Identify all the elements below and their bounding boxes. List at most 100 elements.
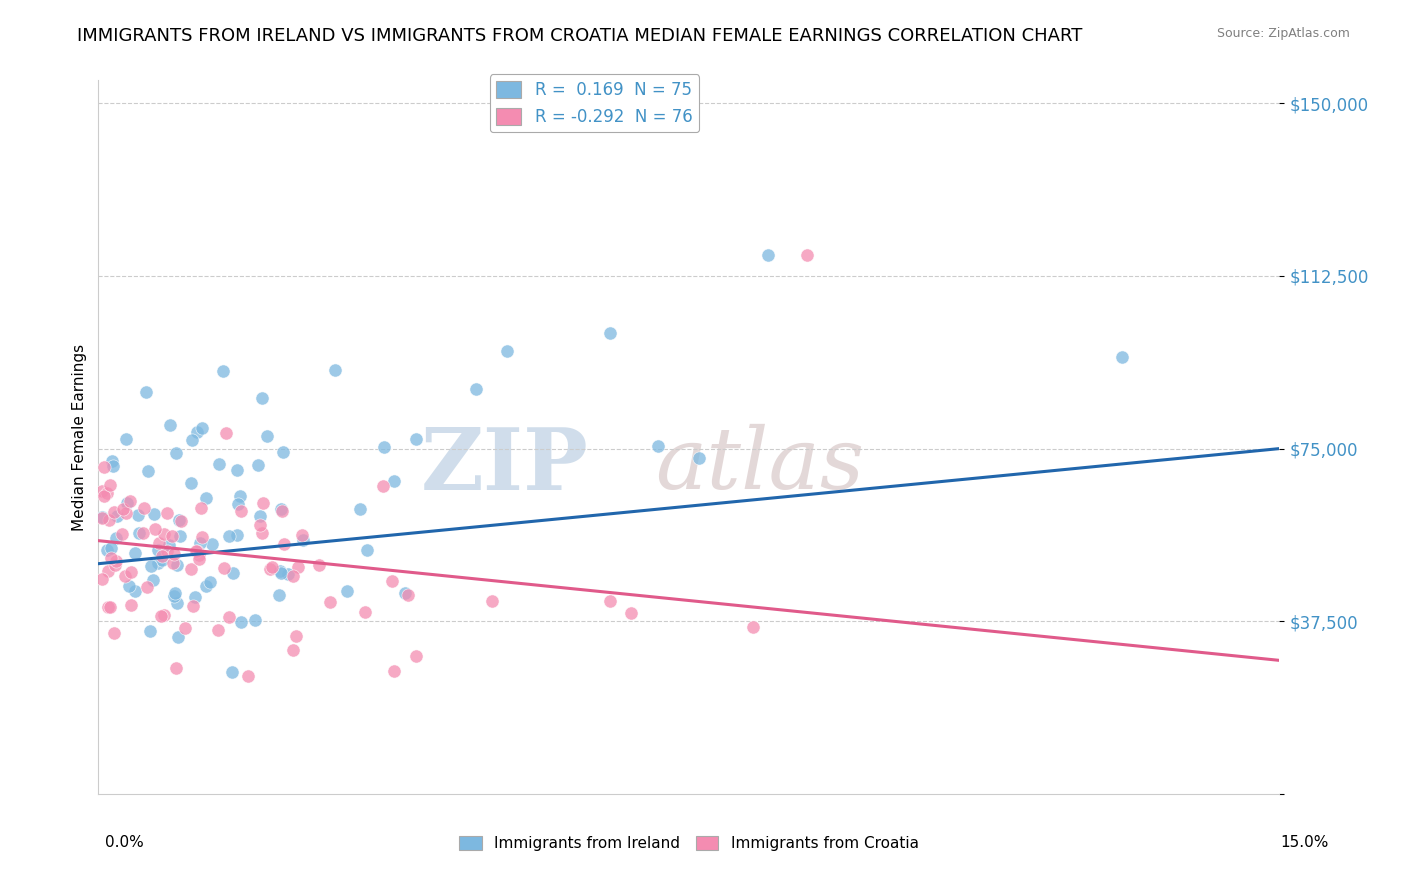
Point (246, 458, 269, 472)
Point (218, 610, 240, 624)
Point (181, 599, 204, 613)
Point (226, 528, 249, 542)
Point (226, 497, 249, 511)
Point (218, 529, 240, 543)
Point (208, 457, 231, 471)
Point (249, 517, 271, 532)
Point (270, 566, 292, 580)
Point (167, 513, 190, 527)
Point (256, 429, 278, 443)
Point (796, 248, 818, 262)
Point (191, 420, 214, 434)
Point (212, 561, 235, 575)
Point (97, 600, 120, 615)
Point (97, 513, 120, 527)
Point (91, 511, 114, 525)
Point (222, 566, 245, 580)
Point (190, 530, 212, 544)
Point (91, 510, 114, 524)
Point (229, 504, 252, 518)
Point (291, 533, 314, 547)
Text: 15.0%: 15.0% (1281, 836, 1329, 850)
Point (93, 459, 115, 474)
Point (105, 508, 128, 523)
Point (319, 595, 342, 609)
Point (252, 496, 274, 510)
Point (273, 445, 295, 459)
Point (269, 564, 291, 578)
Point (141, 573, 163, 587)
Point (267, 588, 290, 602)
Point (184, 544, 207, 558)
Point (150, 549, 173, 564)
Point (353, 605, 375, 619)
Text: ZIP: ZIP (420, 424, 589, 508)
Point (114, 433, 136, 447)
Point (91, 572, 114, 586)
Point (245, 613, 267, 627)
Point (201, 537, 224, 551)
Point (115, 495, 138, 509)
Point (277, 566, 299, 581)
Point (180, 562, 202, 576)
Point (405, 649, 427, 664)
Point (150, 553, 173, 567)
Point (335, 584, 357, 599)
Point (323, 363, 346, 377)
Point (381, 574, 404, 589)
Point (249, 509, 271, 524)
Point (100, 541, 122, 555)
Point (98, 478, 121, 492)
Point (252, 525, 274, 540)
Point (599, 593, 621, 607)
Point (150, 608, 173, 623)
Point (152, 527, 174, 541)
Point (229, 615, 252, 630)
Point (163, 586, 186, 600)
Point (159, 417, 181, 432)
Point (496, 344, 519, 359)
Point (155, 544, 177, 558)
Point (405, 432, 427, 446)
Point (120, 598, 142, 612)
Point (153, 607, 176, 622)
Point (228, 489, 250, 503)
Point (356, 543, 378, 558)
Point (465, 382, 488, 396)
Point (162, 556, 184, 570)
Point (270, 503, 292, 517)
Point (283, 643, 305, 657)
Point (173, 621, 195, 635)
Point (273, 537, 295, 551)
Point (287, 559, 309, 574)
Point (104, 531, 127, 545)
Point (134, 501, 156, 516)
Text: Source: ZipAtlas.com: Source: ZipAtlas.com (1216, 27, 1350, 40)
Point (382, 474, 405, 488)
Point (371, 479, 394, 493)
Point (188, 548, 211, 562)
Point (190, 500, 212, 515)
Point (1111, 350, 1133, 364)
Point (382, 665, 405, 679)
Point (120, 566, 142, 580)
Point (283, 568, 305, 582)
Point (96, 543, 118, 558)
Point (141, 559, 163, 574)
Point (270, 502, 292, 516)
Point (188, 551, 211, 566)
Point (181, 433, 204, 447)
Point (212, 364, 235, 378)
Point (114, 568, 136, 582)
Point (101, 459, 124, 474)
Point (481, 593, 503, 607)
Point (163, 590, 186, 604)
Point (688, 451, 710, 466)
Point (188, 536, 211, 550)
Point (398, 588, 420, 602)
Point (259, 562, 281, 576)
Point (136, 580, 159, 594)
Point (221, 665, 243, 680)
Point (156, 506, 179, 520)
Point (207, 624, 229, 638)
